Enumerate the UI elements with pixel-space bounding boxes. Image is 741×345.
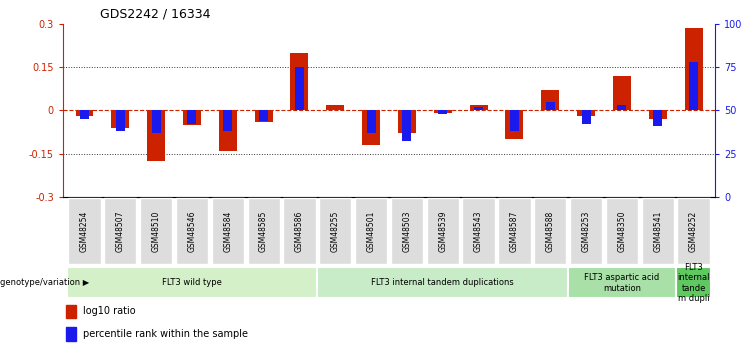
- Text: genotype/variation ▶: genotype/variation ▶: [0, 278, 89, 287]
- FancyBboxPatch shape: [212, 198, 244, 264]
- FancyBboxPatch shape: [427, 198, 459, 264]
- Bar: [649, 110, 667, 119]
- FancyBboxPatch shape: [677, 198, 710, 264]
- Text: GSM48539: GSM48539: [438, 210, 448, 252]
- Text: GSM48253: GSM48253: [582, 210, 591, 252]
- FancyBboxPatch shape: [606, 198, 638, 264]
- Bar: [505, 110, 523, 139]
- Text: GSM48252: GSM48252: [689, 210, 698, 252]
- FancyBboxPatch shape: [498, 198, 531, 264]
- FancyBboxPatch shape: [391, 198, 423, 264]
- Bar: [116, 110, 124, 131]
- Bar: [111, 110, 129, 128]
- Bar: [402, 110, 411, 141]
- Bar: [474, 107, 483, 110]
- Bar: [183, 110, 201, 125]
- Bar: [259, 110, 268, 121]
- FancyBboxPatch shape: [642, 198, 674, 264]
- Text: GSM48584: GSM48584: [223, 210, 232, 252]
- Text: GDS2242 / 16334: GDS2242 / 16334: [100, 8, 210, 21]
- Text: FLT3 internal tandem duplications: FLT3 internal tandem duplications: [371, 278, 514, 287]
- Bar: [398, 110, 416, 134]
- Bar: [66, 305, 76, 318]
- Bar: [367, 110, 376, 133]
- Text: percentile rank within the sample: percentile rank within the sample: [82, 329, 247, 339]
- Bar: [470, 105, 488, 110]
- Bar: [362, 110, 380, 145]
- Bar: [541, 90, 559, 110]
- Bar: [223, 110, 232, 131]
- Bar: [546, 102, 555, 110]
- Bar: [654, 110, 662, 126]
- Bar: [80, 110, 89, 119]
- Bar: [582, 110, 591, 124]
- Bar: [219, 110, 237, 151]
- FancyBboxPatch shape: [68, 198, 101, 264]
- Text: GSM48507: GSM48507: [116, 210, 124, 252]
- Bar: [147, 110, 165, 161]
- Bar: [76, 110, 93, 116]
- Text: GSM48586: GSM48586: [295, 210, 304, 252]
- Text: GSM48255: GSM48255: [330, 210, 340, 252]
- FancyBboxPatch shape: [568, 267, 676, 298]
- Text: FLT3 aspartic acid
mutation: FLT3 aspartic acid mutation: [585, 273, 659, 293]
- FancyBboxPatch shape: [534, 198, 566, 264]
- Bar: [295, 67, 304, 110]
- FancyBboxPatch shape: [176, 198, 208, 264]
- Bar: [187, 110, 196, 124]
- Bar: [438, 110, 448, 114]
- FancyBboxPatch shape: [355, 198, 388, 264]
- Text: GSM48546: GSM48546: [187, 210, 196, 252]
- Bar: [66, 327, 76, 341]
- Text: GSM48543: GSM48543: [474, 210, 483, 252]
- Text: GSM48588: GSM48588: [546, 210, 555, 252]
- FancyBboxPatch shape: [67, 267, 317, 298]
- Text: GSM48587: GSM48587: [510, 210, 519, 252]
- FancyBboxPatch shape: [283, 198, 316, 264]
- Text: GSM48585: GSM48585: [259, 210, 268, 252]
- Bar: [617, 105, 626, 110]
- Text: log10 ratio: log10 ratio: [82, 306, 135, 316]
- Bar: [152, 110, 161, 133]
- Bar: [577, 110, 595, 116]
- FancyBboxPatch shape: [247, 198, 280, 264]
- Text: FLT3 wild type: FLT3 wild type: [162, 278, 222, 287]
- Text: FLT3
internal
tande
m dupli: FLT3 internal tande m dupli: [677, 263, 710, 303]
- FancyBboxPatch shape: [140, 198, 172, 264]
- FancyBboxPatch shape: [319, 198, 351, 264]
- Bar: [326, 105, 345, 110]
- Bar: [510, 110, 519, 131]
- Bar: [613, 76, 631, 110]
- FancyBboxPatch shape: [570, 198, 602, 264]
- Bar: [689, 62, 698, 110]
- Text: GSM48503: GSM48503: [402, 210, 411, 252]
- Text: GSM48254: GSM48254: [80, 210, 89, 252]
- Text: GSM48510: GSM48510: [152, 210, 161, 252]
- Bar: [685, 28, 702, 110]
- Text: GSM48501: GSM48501: [367, 210, 376, 252]
- FancyBboxPatch shape: [104, 198, 136, 264]
- Bar: [290, 53, 308, 110]
- Text: GSM48350: GSM48350: [617, 210, 626, 252]
- FancyBboxPatch shape: [676, 267, 711, 298]
- Text: GSM48541: GSM48541: [654, 210, 662, 252]
- Bar: [433, 110, 452, 113]
- Bar: [255, 110, 273, 122]
- FancyBboxPatch shape: [462, 198, 495, 264]
- FancyBboxPatch shape: [317, 267, 568, 298]
